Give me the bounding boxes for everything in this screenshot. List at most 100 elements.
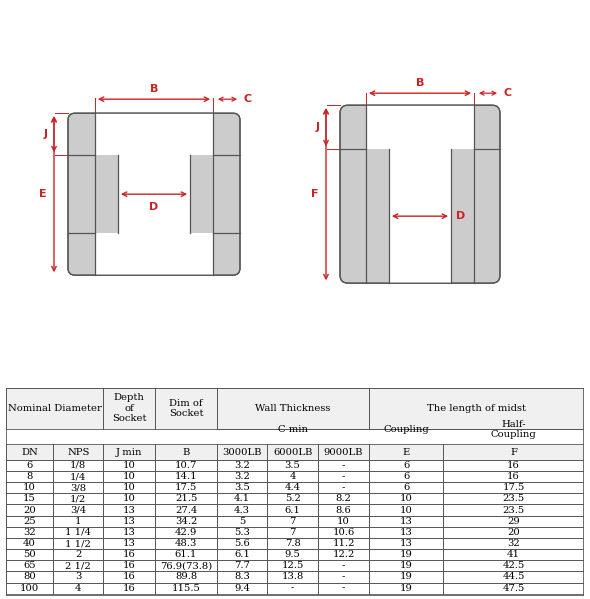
Bar (443, 471, 584, 482)
Bar (443, 538, 584, 549)
Text: NPS: NPS (67, 447, 89, 456)
Text: 1: 1 (75, 517, 81, 526)
Bar (267, 538, 318, 549)
Text: 19: 19 (399, 550, 412, 559)
Text: 15: 15 (23, 494, 36, 503)
Text: 13: 13 (399, 517, 412, 526)
Text: J: J (316, 122, 320, 132)
Bar (95, 233, 213, 275)
Text: 10.7: 10.7 (175, 461, 197, 470)
Bar (366, 105, 474, 149)
Text: 61.1: 61.1 (175, 550, 197, 559)
Bar (267, 571, 318, 583)
Text: 6000LB: 6000LB (273, 447, 312, 456)
Text: 3/4: 3/4 (70, 506, 86, 515)
Text: 20: 20 (23, 506, 36, 515)
Bar (217, 560, 267, 571)
Bar (155, 583, 217, 594)
Text: 16: 16 (123, 583, 136, 592)
Text: 4.3: 4.3 (234, 506, 250, 515)
Bar (155, 482, 217, 494)
Text: 3.5: 3.5 (285, 461, 301, 470)
Bar (53, 494, 103, 504)
Text: J: J (44, 129, 48, 139)
Bar (443, 571, 584, 583)
Text: 65: 65 (23, 561, 36, 570)
Bar (443, 527, 584, 538)
Bar (369, 444, 443, 460)
Bar (103, 460, 155, 471)
Bar (217, 516, 267, 527)
Text: Dim of
Socket: Dim of Socket (169, 399, 204, 418)
Text: 17.5: 17.5 (175, 483, 197, 492)
Text: 23.5: 23.5 (503, 494, 525, 503)
Bar (155, 444, 217, 460)
Text: 27.4: 27.4 (175, 506, 197, 515)
Text: 7.7: 7.7 (234, 561, 250, 570)
Text: 13.8: 13.8 (281, 573, 304, 582)
Text: 4: 4 (75, 583, 81, 592)
Text: 40: 40 (23, 539, 36, 548)
Bar (267, 504, 318, 516)
Text: Coupling: Coupling (383, 425, 429, 434)
Bar (318, 538, 369, 549)
Text: 13: 13 (123, 539, 136, 548)
Bar (443, 494, 584, 504)
Bar (6, 560, 53, 571)
Text: 20: 20 (507, 528, 520, 537)
Bar (217, 482, 267, 494)
Text: F: F (312, 189, 319, 199)
Bar (443, 549, 584, 560)
Text: 1 1/2: 1 1/2 (65, 539, 91, 548)
Bar (103, 527, 155, 538)
Text: -: - (342, 461, 345, 470)
Bar (318, 527, 369, 538)
Text: 34.2: 34.2 (175, 517, 197, 526)
Text: 80: 80 (23, 573, 36, 582)
Bar (318, 560, 369, 571)
Bar (443, 460, 584, 471)
Text: 13: 13 (123, 506, 136, 515)
Bar (369, 560, 443, 571)
Text: 16: 16 (123, 573, 136, 582)
Text: 50: 50 (23, 550, 36, 559)
Text: 1/4: 1/4 (70, 472, 86, 481)
Text: 3.2: 3.2 (234, 461, 250, 470)
Bar (369, 527, 443, 538)
Bar (6, 583, 53, 594)
Bar (53, 471, 103, 482)
Bar (318, 571, 369, 583)
Text: The length of midst: The length of midst (427, 404, 526, 413)
Text: 76.9(73.8): 76.9(73.8) (160, 561, 212, 570)
Bar (103, 560, 155, 571)
Text: 32: 32 (507, 539, 520, 548)
Bar (217, 571, 267, 583)
Bar (155, 527, 217, 538)
Text: -: - (342, 573, 345, 582)
Bar (103, 549, 155, 560)
Bar (217, 444, 267, 460)
Text: -: - (342, 583, 345, 592)
Bar (155, 504, 217, 516)
Bar (318, 504, 369, 516)
Text: 13: 13 (123, 517, 136, 526)
Text: 12.2: 12.2 (332, 550, 355, 559)
Text: 19: 19 (399, 561, 412, 570)
Bar (443, 482, 584, 494)
Bar (6, 388, 103, 429)
Bar (6, 527, 53, 538)
Bar (217, 504, 267, 516)
Text: 7.8: 7.8 (285, 539, 301, 548)
Bar (267, 494, 318, 504)
Text: -: - (342, 483, 345, 492)
Text: 115.5: 115.5 (172, 583, 201, 592)
Bar (155, 549, 217, 560)
Bar (318, 583, 369, 594)
Text: 17.5: 17.5 (502, 483, 525, 492)
Text: 11.2: 11.2 (332, 539, 355, 548)
Bar (155, 388, 217, 429)
Bar (103, 482, 155, 494)
Text: 10: 10 (399, 494, 412, 503)
Bar (267, 527, 318, 538)
Bar (118, 155, 190, 233)
